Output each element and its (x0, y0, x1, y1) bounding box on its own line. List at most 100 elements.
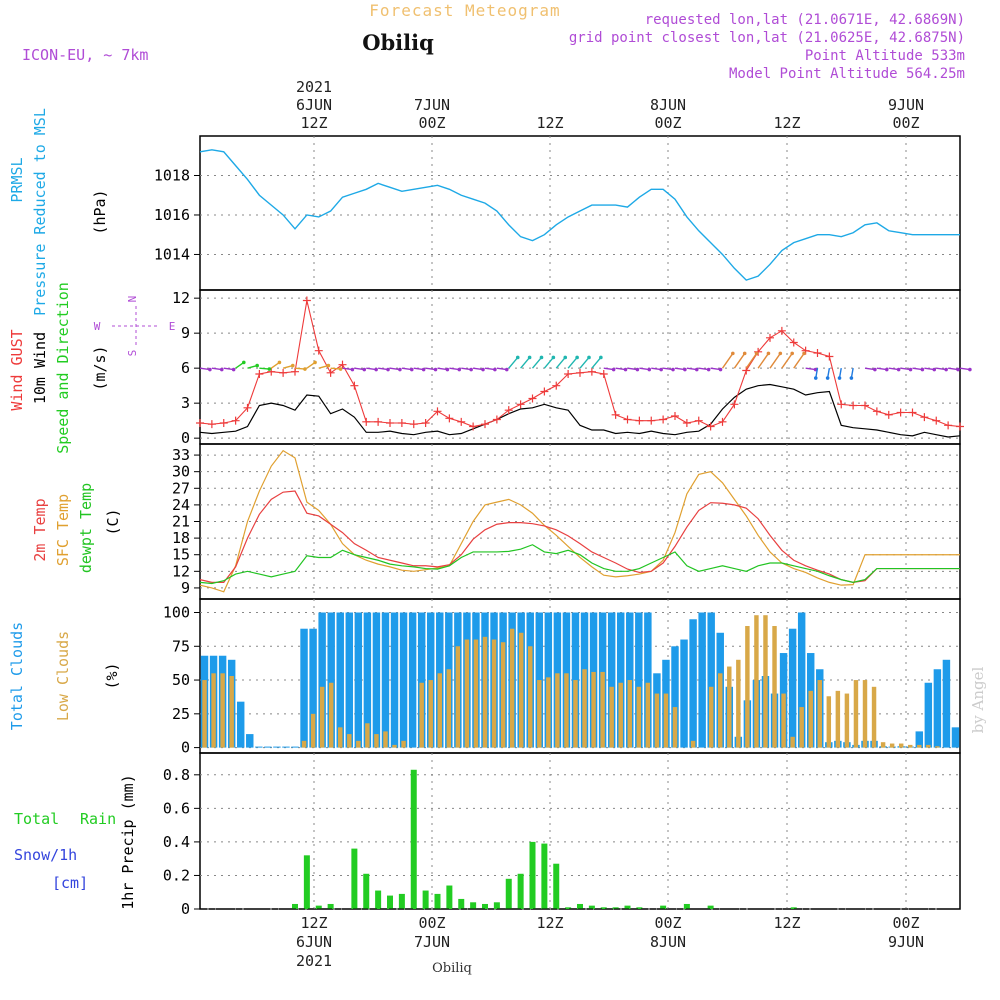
wind-arrow-head (504, 367, 509, 372)
precip-bar (493, 902, 500, 909)
wind-arrow-head (956, 367, 960, 372)
gust-marker (956, 422, 964, 431)
wind-arrow-head (671, 367, 675, 372)
low-cloud-bar (663, 693, 669, 748)
low-cloud-bar (672, 707, 678, 748)
gust-marker (861, 401, 869, 410)
precip-bar (315, 905, 322, 909)
low-cloud-bar (898, 743, 904, 748)
wind-arrow-head (635, 367, 640, 372)
temp-tick-label: 30 (172, 463, 190, 481)
total-cloud-bar (417, 612, 426, 748)
wind-arrow-head (231, 367, 236, 372)
compass-cross (112, 306, 160, 346)
precip-bar (470, 902, 477, 909)
low-cloud-bar (455, 646, 461, 748)
precip-bar (410, 769, 417, 909)
low-cloud-bar (546, 677, 551, 748)
wind-arrow-head (766, 351, 771, 356)
low-cloud-bar (473, 639, 479, 748)
temp-tick-label: 21 (172, 513, 190, 531)
gust-marker (338, 360, 347, 369)
precip-bar (577, 903, 583, 909)
wind-arrow-head (374, 367, 378, 372)
bottom-date-label: 6JUN (296, 933, 332, 951)
total-cloud-bar (327, 612, 335, 748)
gust-marker (849, 401, 858, 410)
low-cloud-bar (211, 673, 216, 748)
low-cloud-bar (708, 686, 714, 748)
low-cloud-bar (301, 740, 307, 748)
gust-marker (766, 333, 774, 342)
low-cloud-bar (917, 744, 922, 748)
gust-marker (492, 415, 501, 424)
total-cloud-bar (933, 669, 942, 748)
precip-bar (660, 905, 667, 909)
wind-arrow (793, 353, 805, 369)
low-cloud-bar (573, 680, 578, 748)
precip-bar (422, 890, 429, 909)
low-cloud-bar (392, 744, 397, 748)
sfc-temp-line (199, 449, 960, 593)
temp-2m-line (199, 490, 960, 584)
gust-marker (207, 420, 216, 429)
gust-marker (540, 387, 549, 396)
pressure-unit: (hPa) (91, 189, 109, 234)
temp-tick-label: 33 (172, 446, 190, 464)
total-cloud-bar (616, 612, 625, 748)
precip-bar (553, 863, 560, 909)
low-cloud-bar (582, 669, 587, 748)
low-cloud-bar (781, 693, 786, 748)
low-cloud-bar (690, 740, 696, 748)
low-cloud-bar (790, 736, 795, 748)
low-cloud-bar (419, 682, 424, 748)
precip-bar (458, 898, 465, 909)
total-cloud-bar (408, 612, 417, 748)
wind-arrow-head (754, 351, 759, 356)
wind-tick-label: 12 (172, 289, 190, 307)
wind-tick-label: 0 (181, 429, 190, 447)
gust-marker (469, 422, 478, 431)
low-cloud-bar (844, 693, 850, 748)
wind-arrow-head (599, 355, 603, 360)
wind-arrow-head (837, 376, 842, 380)
wind-arrow-head (421, 367, 426, 372)
low-cloud-bar (310, 713, 316, 748)
gust-marker (516, 400, 525, 409)
cloud-tick-label: 75 (172, 637, 190, 655)
low-cloud-bar (338, 727, 343, 748)
gust-marker (813, 349, 822, 357)
low-cloud-bar (509, 628, 515, 748)
wind-arrow-head (611, 367, 616, 372)
low-cloud-bar (328, 682, 334, 748)
pressure-tick-label: 1014 (154, 245, 190, 263)
low-cloud-bar (862, 680, 868, 748)
precip-bar (612, 907, 619, 909)
wind-arrow-head (683, 367, 687, 372)
low-cloud-bar (491, 639, 497, 748)
sfc-temp-label: SFC Temp (54, 494, 72, 566)
low-cloud-bar (609, 686, 614, 748)
bottom-time-label: 12Z (300, 914, 327, 932)
footer-location: Obiliq (432, 961, 472, 976)
gust-marker (445, 414, 454, 423)
precip-bar (600, 907, 607, 909)
gust-marker (635, 416, 644, 425)
gust-marker (576, 368, 584, 377)
wind-arrow-head (849, 376, 854, 380)
temp-unit: (C) (104, 508, 122, 535)
temp-tick-label: 15 (172, 546, 190, 564)
total-cloud-bar (246, 734, 254, 748)
gust-marker (718, 417, 727, 426)
precip-bar (565, 907, 572, 909)
total-cloud-bar (354, 612, 363, 748)
total-cloud-bar (635, 612, 643, 748)
wind-arrow-head (409, 367, 414, 372)
wind-tick-label: 6 (181, 359, 190, 377)
low-cloud-bar (319, 686, 325, 748)
gust-marker (504, 406, 513, 415)
total-cloud-bar (924, 682, 933, 748)
low-cloud-bar (356, 740, 361, 748)
gust-marker (896, 408, 905, 417)
low-cloud-bar (347, 734, 352, 748)
